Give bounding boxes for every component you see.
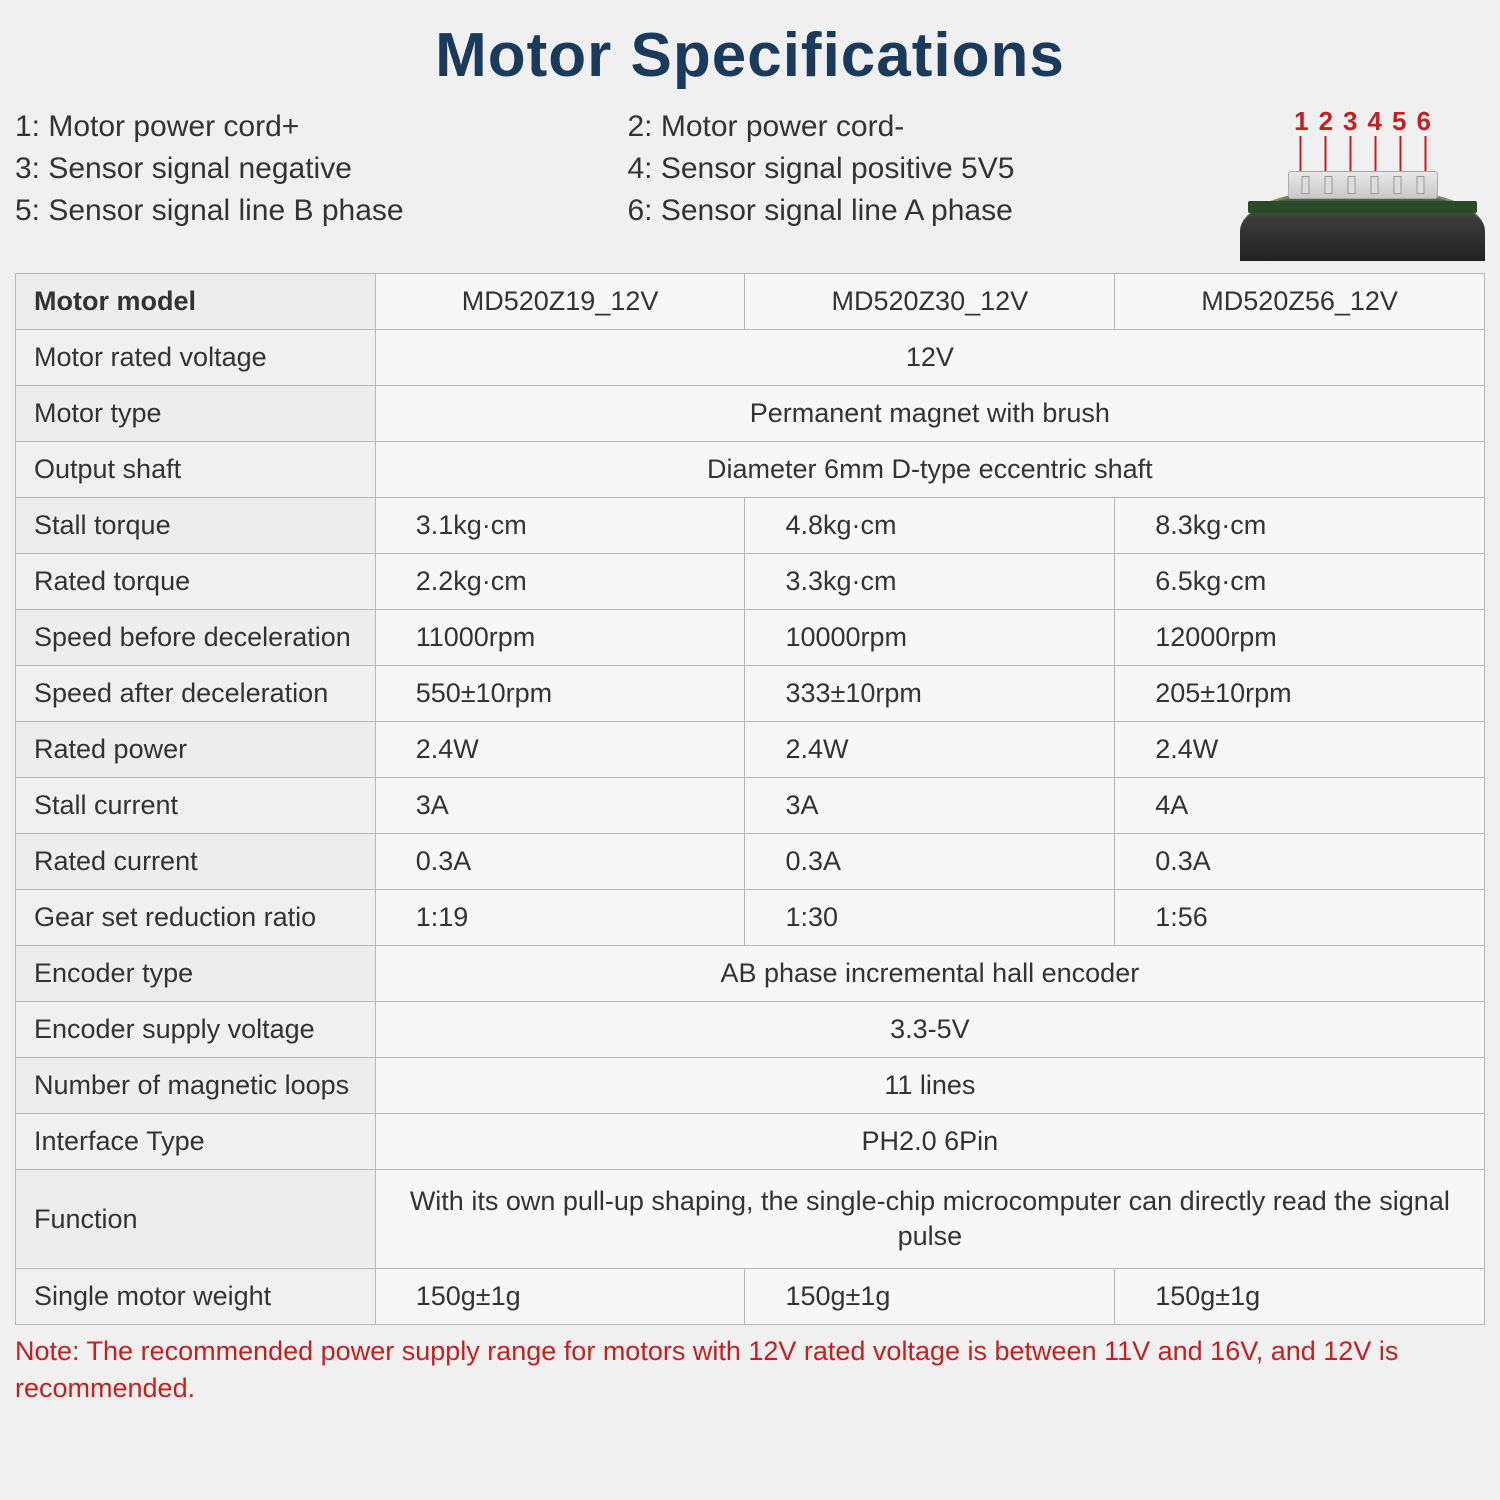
merged-cell: Diameter 6mm D-type eccentric shaft	[375, 442, 1484, 498]
value-cell: 4.8kg·cm	[745, 498, 1115, 554]
row-label: Motor rated voltage	[16, 330, 376, 386]
merged-cell: 3.3-5V	[375, 1002, 1484, 1058]
merged-cell: PH2.0 6Pin	[375, 1114, 1484, 1170]
merged-cell: 11 lines	[375, 1058, 1484, 1114]
row-label: Motor type	[16, 386, 376, 442]
merged-cell: 12V	[375, 330, 1484, 386]
value-cell: 6.5kg·cm	[1115, 554, 1485, 610]
table-row: Single motor weight150g±1g150g±1g150g±1g	[16, 1269, 1485, 1325]
column-header: MD520Z30_12V	[745, 274, 1115, 330]
value-cell: 3A	[745, 778, 1115, 834]
table-row: Rated current0.3A0.3A0.3A	[16, 834, 1485, 890]
pin-def-6: 6: Sensor signal line A phase	[628, 194, 1231, 228]
table-row: Interface TypePH2.0 6Pin	[16, 1114, 1485, 1170]
row-label: Function	[16, 1170, 376, 1269]
table-row: Encoder typeAB phase incremental hall en…	[16, 946, 1485, 1002]
value-cell: 0.3A	[745, 834, 1115, 890]
value-cell: 2.2kg·cm	[375, 554, 745, 610]
merged-cell: Permanent magnet with brush	[375, 386, 1484, 442]
connector-diagram: 1 2 3 4 5 6	[1240, 106, 1485, 261]
table-row: Motor rated voltage12V	[16, 330, 1485, 386]
value-cell: 4A	[1115, 778, 1485, 834]
value-cell: 1:19	[375, 890, 745, 946]
pin-num-3: 3	[1343, 106, 1357, 137]
row-label: Speed before deceleration	[16, 610, 376, 666]
row-label: Speed after deceleration	[16, 666, 376, 722]
table-row: Motor typePermanent magnet with brush	[16, 386, 1485, 442]
value-cell: 0.3A	[1115, 834, 1485, 890]
table-row: Motor modelMD520Z19_12VMD520Z30_12VMD520…	[16, 274, 1485, 330]
value-cell: 2.4W	[375, 722, 745, 778]
header-row: 1: Motor power cord+ 2: Motor power cord…	[15, 106, 1485, 261]
page-title: Motor Specifications	[15, 20, 1485, 91]
pin-num-5: 5	[1392, 106, 1406, 137]
value-cell: 2.4W	[745, 722, 1115, 778]
pin-num-1: 1	[1294, 106, 1308, 137]
row-label: Number of magnetic loops	[16, 1058, 376, 1114]
pin-num-4: 4	[1368, 106, 1382, 137]
table-row: Number of magnetic loops11 lines	[16, 1058, 1485, 1114]
row-label: Encoder supply voltage	[16, 1002, 376, 1058]
merged-cell: With its own pull-up shaping, the single…	[375, 1170, 1484, 1269]
column-header: MD520Z19_12V	[375, 274, 745, 330]
row-label: Stall torque	[16, 498, 376, 554]
pin-def-2: 2: Motor power cord-	[628, 110, 1231, 144]
row-label: Encoder type	[16, 946, 376, 1002]
table-row: Rated torque2.2kg·cm3.3kg·cm6.5kg·cm	[16, 554, 1485, 610]
value-cell: 550±10rpm	[375, 666, 745, 722]
value-cell: 1:30	[745, 890, 1115, 946]
value-cell: 10000rpm	[745, 610, 1115, 666]
row-label: Rated torque	[16, 554, 376, 610]
pin-num-2: 2	[1319, 106, 1333, 137]
row-label: Output shaft	[16, 442, 376, 498]
table-row: FunctionWith its own pull-up shaping, th…	[16, 1170, 1485, 1269]
value-cell: 205±10rpm	[1115, 666, 1485, 722]
connector-pins-icon	[1301, 176, 1424, 194]
pin-num-6: 6	[1416, 106, 1430, 137]
value-cell: 3A	[375, 778, 745, 834]
value-cell: 1:56	[1115, 890, 1485, 946]
value-cell: 11000rpm	[375, 610, 745, 666]
value-cell: 2.4W	[1115, 722, 1485, 778]
table-row: Encoder supply voltage3.3-5V	[16, 1002, 1485, 1058]
pin-def-1: 1: Motor power cord+	[15, 110, 618, 144]
value-cell: 12000rpm	[1115, 610, 1485, 666]
column-header: MD520Z56_12V	[1115, 274, 1485, 330]
pin-indicator-lines	[1299, 136, 1426, 174]
value-cell: 8.3kg·cm	[1115, 498, 1485, 554]
table-row: Gear set reduction ratio1:191:301:56	[16, 890, 1485, 946]
table-row: Speed before deceleration11000rpm10000rp…	[16, 610, 1485, 666]
row-label: Stall current	[16, 778, 376, 834]
value-cell: 3.1kg·cm	[375, 498, 745, 554]
merged-cell: AB phase incremental hall encoder	[375, 946, 1484, 1002]
pin-def-4: 4: Sensor signal positive 5V5	[628, 152, 1231, 186]
value-cell: 0.3A	[375, 834, 745, 890]
spec-table: Motor modelMD520Z19_12VMD520Z30_12VMD520…	[15, 273, 1485, 1325]
value-cell: 3.3kg·cm	[745, 554, 1115, 610]
table-row: Output shaftDiameter 6mm D-type eccentri…	[16, 442, 1485, 498]
row-label: Motor model	[16, 274, 376, 330]
value-cell: 150g±1g	[1115, 1269, 1485, 1325]
pin-number-labels: 1 2 3 4 5 6	[1294, 106, 1431, 137]
pin-def-5: 5: Sensor signal line B phase	[15, 194, 618, 228]
table-row: Stall current3A3A4A	[16, 778, 1485, 834]
row-label: Rated power	[16, 722, 376, 778]
pcb-edge-icon	[1248, 201, 1477, 213]
row-label: Rated current	[16, 834, 376, 890]
pin-definitions: 1: Motor power cord+ 2: Motor power cord…	[15, 106, 1230, 228]
row-label: Interface Type	[16, 1114, 376, 1170]
row-label: Gear set reduction ratio	[16, 890, 376, 946]
value-cell: 333±10rpm	[745, 666, 1115, 722]
table-row: Stall torque3.1kg·cm4.8kg·cm8.3kg·cm	[16, 498, 1485, 554]
value-cell: 150g±1g	[745, 1269, 1115, 1325]
pin-def-3: 3: Sensor signal negative	[15, 152, 618, 186]
table-row: Speed after deceleration550±10rpm333±10r…	[16, 666, 1485, 722]
row-label: Single motor weight	[16, 1269, 376, 1325]
value-cell: 150g±1g	[375, 1269, 745, 1325]
footer-note: Note: The recommended power supply range…	[15, 1333, 1485, 1406]
table-row: Rated power2.4W2.4W2.4W	[16, 722, 1485, 778]
